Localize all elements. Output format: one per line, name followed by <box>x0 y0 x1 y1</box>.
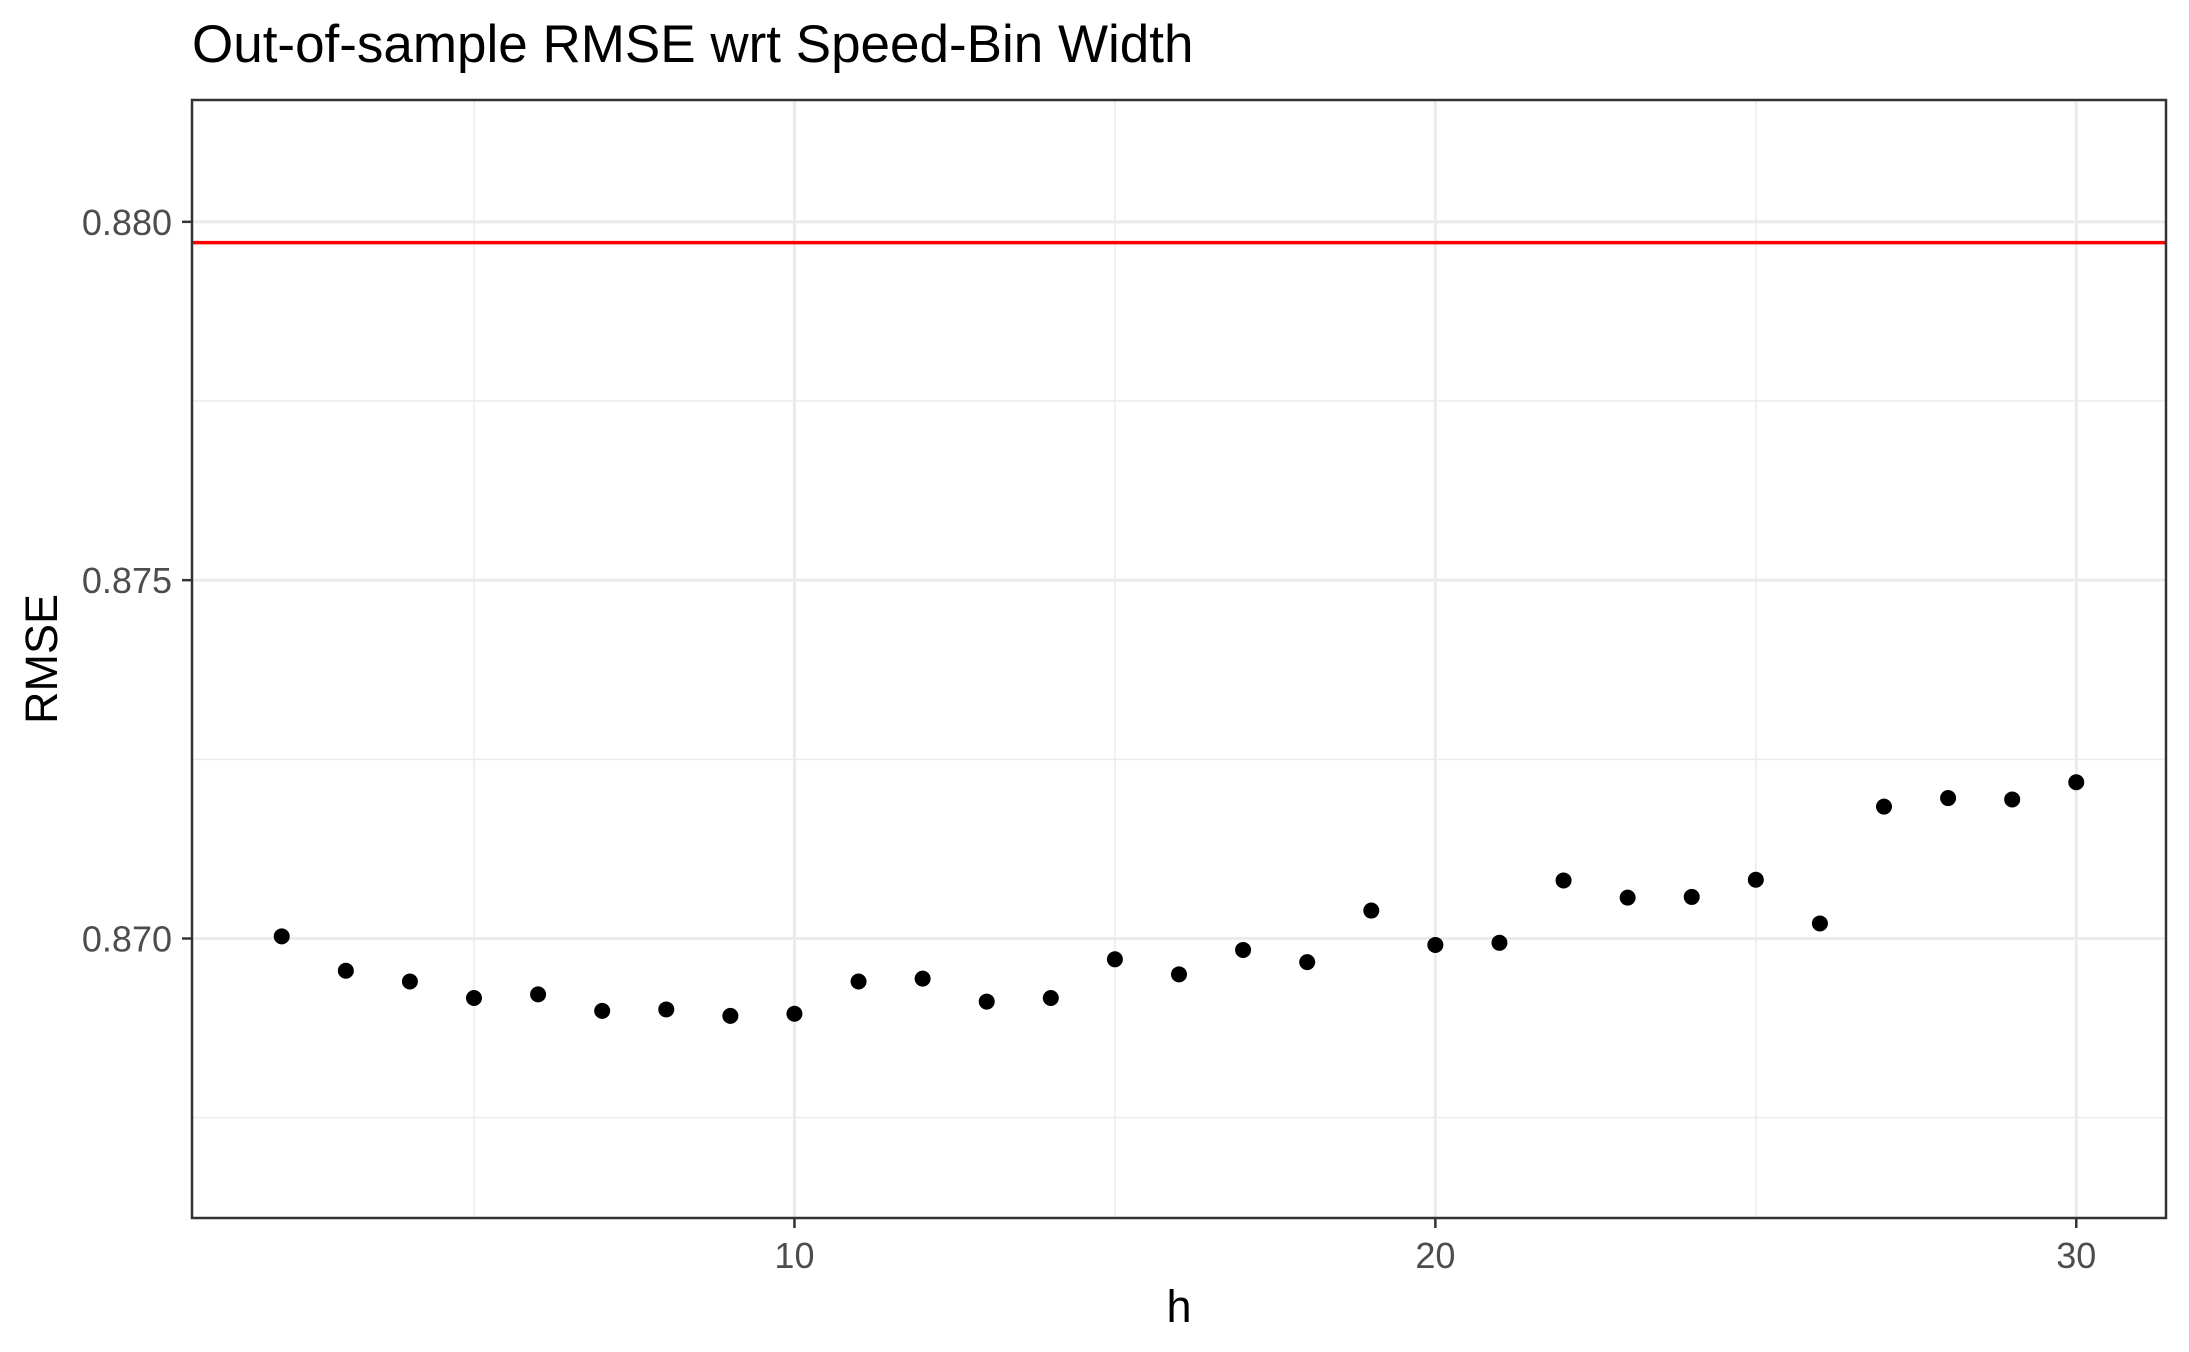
data-point <box>722 1007 739 1024</box>
data-point <box>1171 966 1187 983</box>
data-point <box>850 973 867 990</box>
data-point <box>1619 889 1636 906</box>
data-point <box>1747 871 1764 888</box>
data-point <box>978 993 995 1010</box>
data-point <box>1363 902 1380 919</box>
data-point <box>658 1001 675 1018</box>
data-point <box>1491 934 1508 951</box>
data-point <box>466 989 482 1006</box>
data-point <box>1940 790 1957 807</box>
y-tick-label: 0.880 <box>82 202 172 243</box>
data-point <box>1235 941 1252 958</box>
data-point <box>594 1002 611 1019</box>
x-axis-title: h <box>1166 1281 1191 1332</box>
data-point <box>2068 774 2085 791</box>
data-point <box>1106 951 1123 968</box>
panel-border <box>190 98 2168 1220</box>
y-tick-label: 0.875 <box>82 560 172 601</box>
y-tick-labels: 0.870 0.875 0.880 <box>82 202 172 960</box>
data-point <box>1683 888 1700 905</box>
data-point <box>914 970 931 987</box>
x-tick-label: 10 <box>774 1235 814 1276</box>
x-tick-labels: 10 20 30 <box>774 1235 2096 1276</box>
y-axis-title: RMSE <box>16 594 67 724</box>
grid <box>192 100 2166 1218</box>
data-point <box>337 962 354 979</box>
chart-title: Out-of-sample RMSE wrt Speed-Bin Width <box>192 15 1193 74</box>
data-points <box>273 774 2085 1024</box>
data-point <box>530 986 547 1003</box>
x-tick-label: 30 <box>2056 1235 2096 1276</box>
data-point <box>1299 954 1316 971</box>
data-point <box>786 1005 803 1022</box>
data-point <box>2004 791 2021 808</box>
data-point <box>1555 872 1572 889</box>
data-point <box>273 928 290 945</box>
data-point <box>1876 798 1892 815</box>
data-point <box>1427 936 1444 953</box>
x-tick-label: 20 <box>1415 1235 1455 1276</box>
data-point <box>401 973 418 990</box>
y-tick-label: 0.870 <box>82 919 172 960</box>
data-point <box>1811 915 1828 932</box>
data-point <box>1042 989 1059 1006</box>
axis-ticks <box>182 220 2078 1228</box>
